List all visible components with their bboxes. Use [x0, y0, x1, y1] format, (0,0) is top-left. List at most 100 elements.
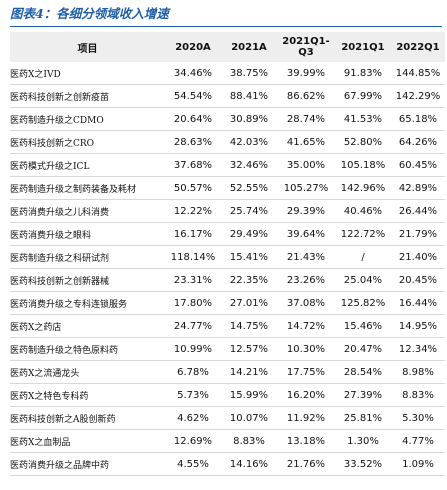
table-row: 医药消费升级之专科连锁服务 17.80% 27.01% 37.08% 125.82% 16… [10, 291, 445, 315]
value-cell: 5.73% [165, 383, 221, 407]
value-cell: 142.29% [391, 84, 445, 108]
value-cell: 118.14% [165, 245, 221, 269]
row-label: 医药消费升级之儿科消费 [10, 199, 165, 223]
value-cell: 144.85% [391, 62, 445, 85]
table-row: 医药科技创新之A股创新药 4.62% 10.07% 11.92% 25.81% 5.30% [10, 406, 445, 430]
table-row: 医药制造升级之CDMO 20.64% 30.89% 28.74% 41.53% 65.18… [10, 107, 445, 131]
row-label: 医药科技创新之A股创新药 [10, 406, 165, 430]
header-cell: 2021A [221, 32, 277, 62]
row-label: 医药消费升级之品牌中药 [10, 452, 165, 476]
value-cell: 86.62% [277, 84, 335, 108]
value-cell: 12.69% [165, 429, 221, 453]
value-cell: 27.01% [221, 291, 277, 315]
value-cell: 20.64% [165, 107, 221, 131]
table-row: 医药消费升级之儿科消费 12.22% 25.74% 29.39% 40.46% 26.44… [10, 199, 445, 223]
table-row: 医药制造升级之制药装备及耗材 50.57% 52.55% 105.27% 142.96%… [10, 176, 445, 200]
table-body: 医药X之IVD 34.46% 38.75% 39.99% 91.83% 144.85% 医药… [10, 62, 445, 476]
value-cell: 21.43% [277, 245, 335, 269]
value-cell: 54.54% [165, 84, 221, 108]
value-cell: 15.99% [221, 383, 277, 407]
value-cell: 28.54% [335, 360, 391, 384]
value-cell: 15.41% [221, 245, 277, 269]
value-cell: 52.80% [335, 130, 391, 154]
value-cell: 88.41% [221, 84, 277, 108]
value-cell: 1.30% [335, 429, 391, 453]
value-cell: 28.63% [165, 130, 221, 154]
table-row: 医药科技创新之CRO 28.63% 42.03% 41.65% 52.80% 64.26% [10, 130, 445, 154]
value-cell: 105.27% [277, 176, 335, 200]
row-label: 医药X之IVD [10, 62, 165, 85]
value-cell: 23.26% [277, 268, 335, 292]
value-cell: 20.45% [391, 268, 445, 292]
value-cell: 30.89% [221, 107, 277, 131]
value-cell: 16.20% [277, 383, 335, 407]
value-cell: 40.46% [335, 199, 391, 223]
header-cell: 2021Q1 [335, 32, 391, 62]
value-cell: 8.98% [391, 360, 445, 384]
row-label: 医药制造升级之CDMO [10, 107, 165, 131]
row-label: 医药X之药店 [10, 314, 165, 338]
header-cell: 项目 [10, 32, 165, 62]
table-row: 医药X之药店 24.77% 14.75% 14.72% 15.46% 14.95% [10, 314, 445, 338]
header-cell: 2020A [165, 32, 221, 62]
value-cell: 29.49% [221, 222, 277, 246]
value-cell: 41.53% [335, 107, 391, 131]
value-cell: 17.80% [165, 291, 221, 315]
value-cell: 1.09% [391, 452, 445, 476]
value-cell: 34.46% [165, 62, 221, 85]
value-cell: 21.40% [391, 245, 445, 269]
row-label: 医药模式升级之ICL [10, 153, 165, 177]
value-cell: 22.35% [221, 268, 277, 292]
value-cell: 42.03% [221, 130, 277, 154]
value-cell: 16.17% [165, 222, 221, 246]
table-row: 医药X之血制品 12.69% 8.83% 13.18% 1.30% 4.77% [10, 429, 445, 453]
value-cell: 15.46% [335, 314, 391, 338]
table-row: 医药制造升级之特色原料药 10.99% 12.57% 10.30% 20.47% 12.3… [10, 337, 445, 361]
value-cell: / [335, 245, 391, 269]
value-cell: 8.83% [221, 429, 277, 453]
title: 图表4：各细分领域收入增速 [10, 4, 442, 27]
value-cell: 29.39% [277, 199, 335, 223]
value-cell: 142.96% [335, 176, 391, 200]
value-cell: 14.21% [221, 360, 277, 384]
value-cell: 23.31% [165, 268, 221, 292]
value-cell: 52.55% [221, 176, 277, 200]
value-cell: 10.30% [277, 337, 335, 361]
value-cell: 25.81% [335, 406, 391, 430]
table-row: 医药科技创新之创新疫苗 54.54% 88.41% 86.62% 67.99% 142.2… [10, 84, 445, 108]
row-label: 医药消费升级之专科连锁服务 [10, 291, 165, 315]
value-cell: 38.75% [221, 62, 277, 85]
value-cell: 16.44% [391, 291, 445, 315]
table-row: 医药X之流通龙头 6.78% 14.21% 17.75% 28.54% 8.98% [10, 360, 445, 384]
value-cell: 20.47% [335, 337, 391, 361]
value-cell: 24.77% [165, 314, 221, 338]
value-cell: 122.72% [335, 222, 391, 246]
header-row: 项目 2020A 2021A 2021Q1-Q3 2021Q1 2022Q1 [10, 32, 445, 62]
value-cell: 37.68% [165, 153, 221, 177]
value-cell: 25.04% [335, 268, 391, 292]
value-cell: 32.46% [221, 153, 277, 177]
row-label: 医药制造升级之制药装备及耗材 [10, 176, 165, 200]
value-cell: 60.45% [391, 153, 445, 177]
value-cell: 26.44% [391, 199, 445, 223]
row-label: 医药制造升级之特色原料药 [10, 337, 165, 361]
table-row: 医药模式升级之ICL 37.68% 32.46% 35.00% 105.18% 60.45… [10, 153, 445, 177]
value-cell: 14.16% [221, 452, 277, 476]
value-cell: 21.79% [391, 222, 445, 246]
value-cell: 21.76% [277, 452, 335, 476]
value-cell: 4.62% [165, 406, 221, 430]
value-cell: 27.39% [335, 383, 391, 407]
value-cell: 35.00% [277, 153, 335, 177]
value-cell: 105.18% [335, 153, 391, 177]
value-cell: 5.30% [391, 406, 445, 430]
value-cell: 64.26% [391, 130, 445, 154]
value-cell: 67.99% [335, 84, 391, 108]
value-cell: 42.89% [391, 176, 445, 200]
value-cell: 13.18% [277, 429, 335, 453]
table-row: 医药X之特色专科药 5.73% 15.99% 16.20% 27.39% 8.83% [10, 383, 445, 407]
value-cell: 8.83% [391, 383, 445, 407]
value-cell: 12.34% [391, 337, 445, 361]
table-row: 医药消费升级之品牌中药 4.55% 14.16% 21.76% 33.52% 1.09% [10, 452, 445, 476]
table-row: 医药消费升级之眼科 16.17% 29.49% 39.64% 122.72% 21.79% [10, 222, 445, 246]
